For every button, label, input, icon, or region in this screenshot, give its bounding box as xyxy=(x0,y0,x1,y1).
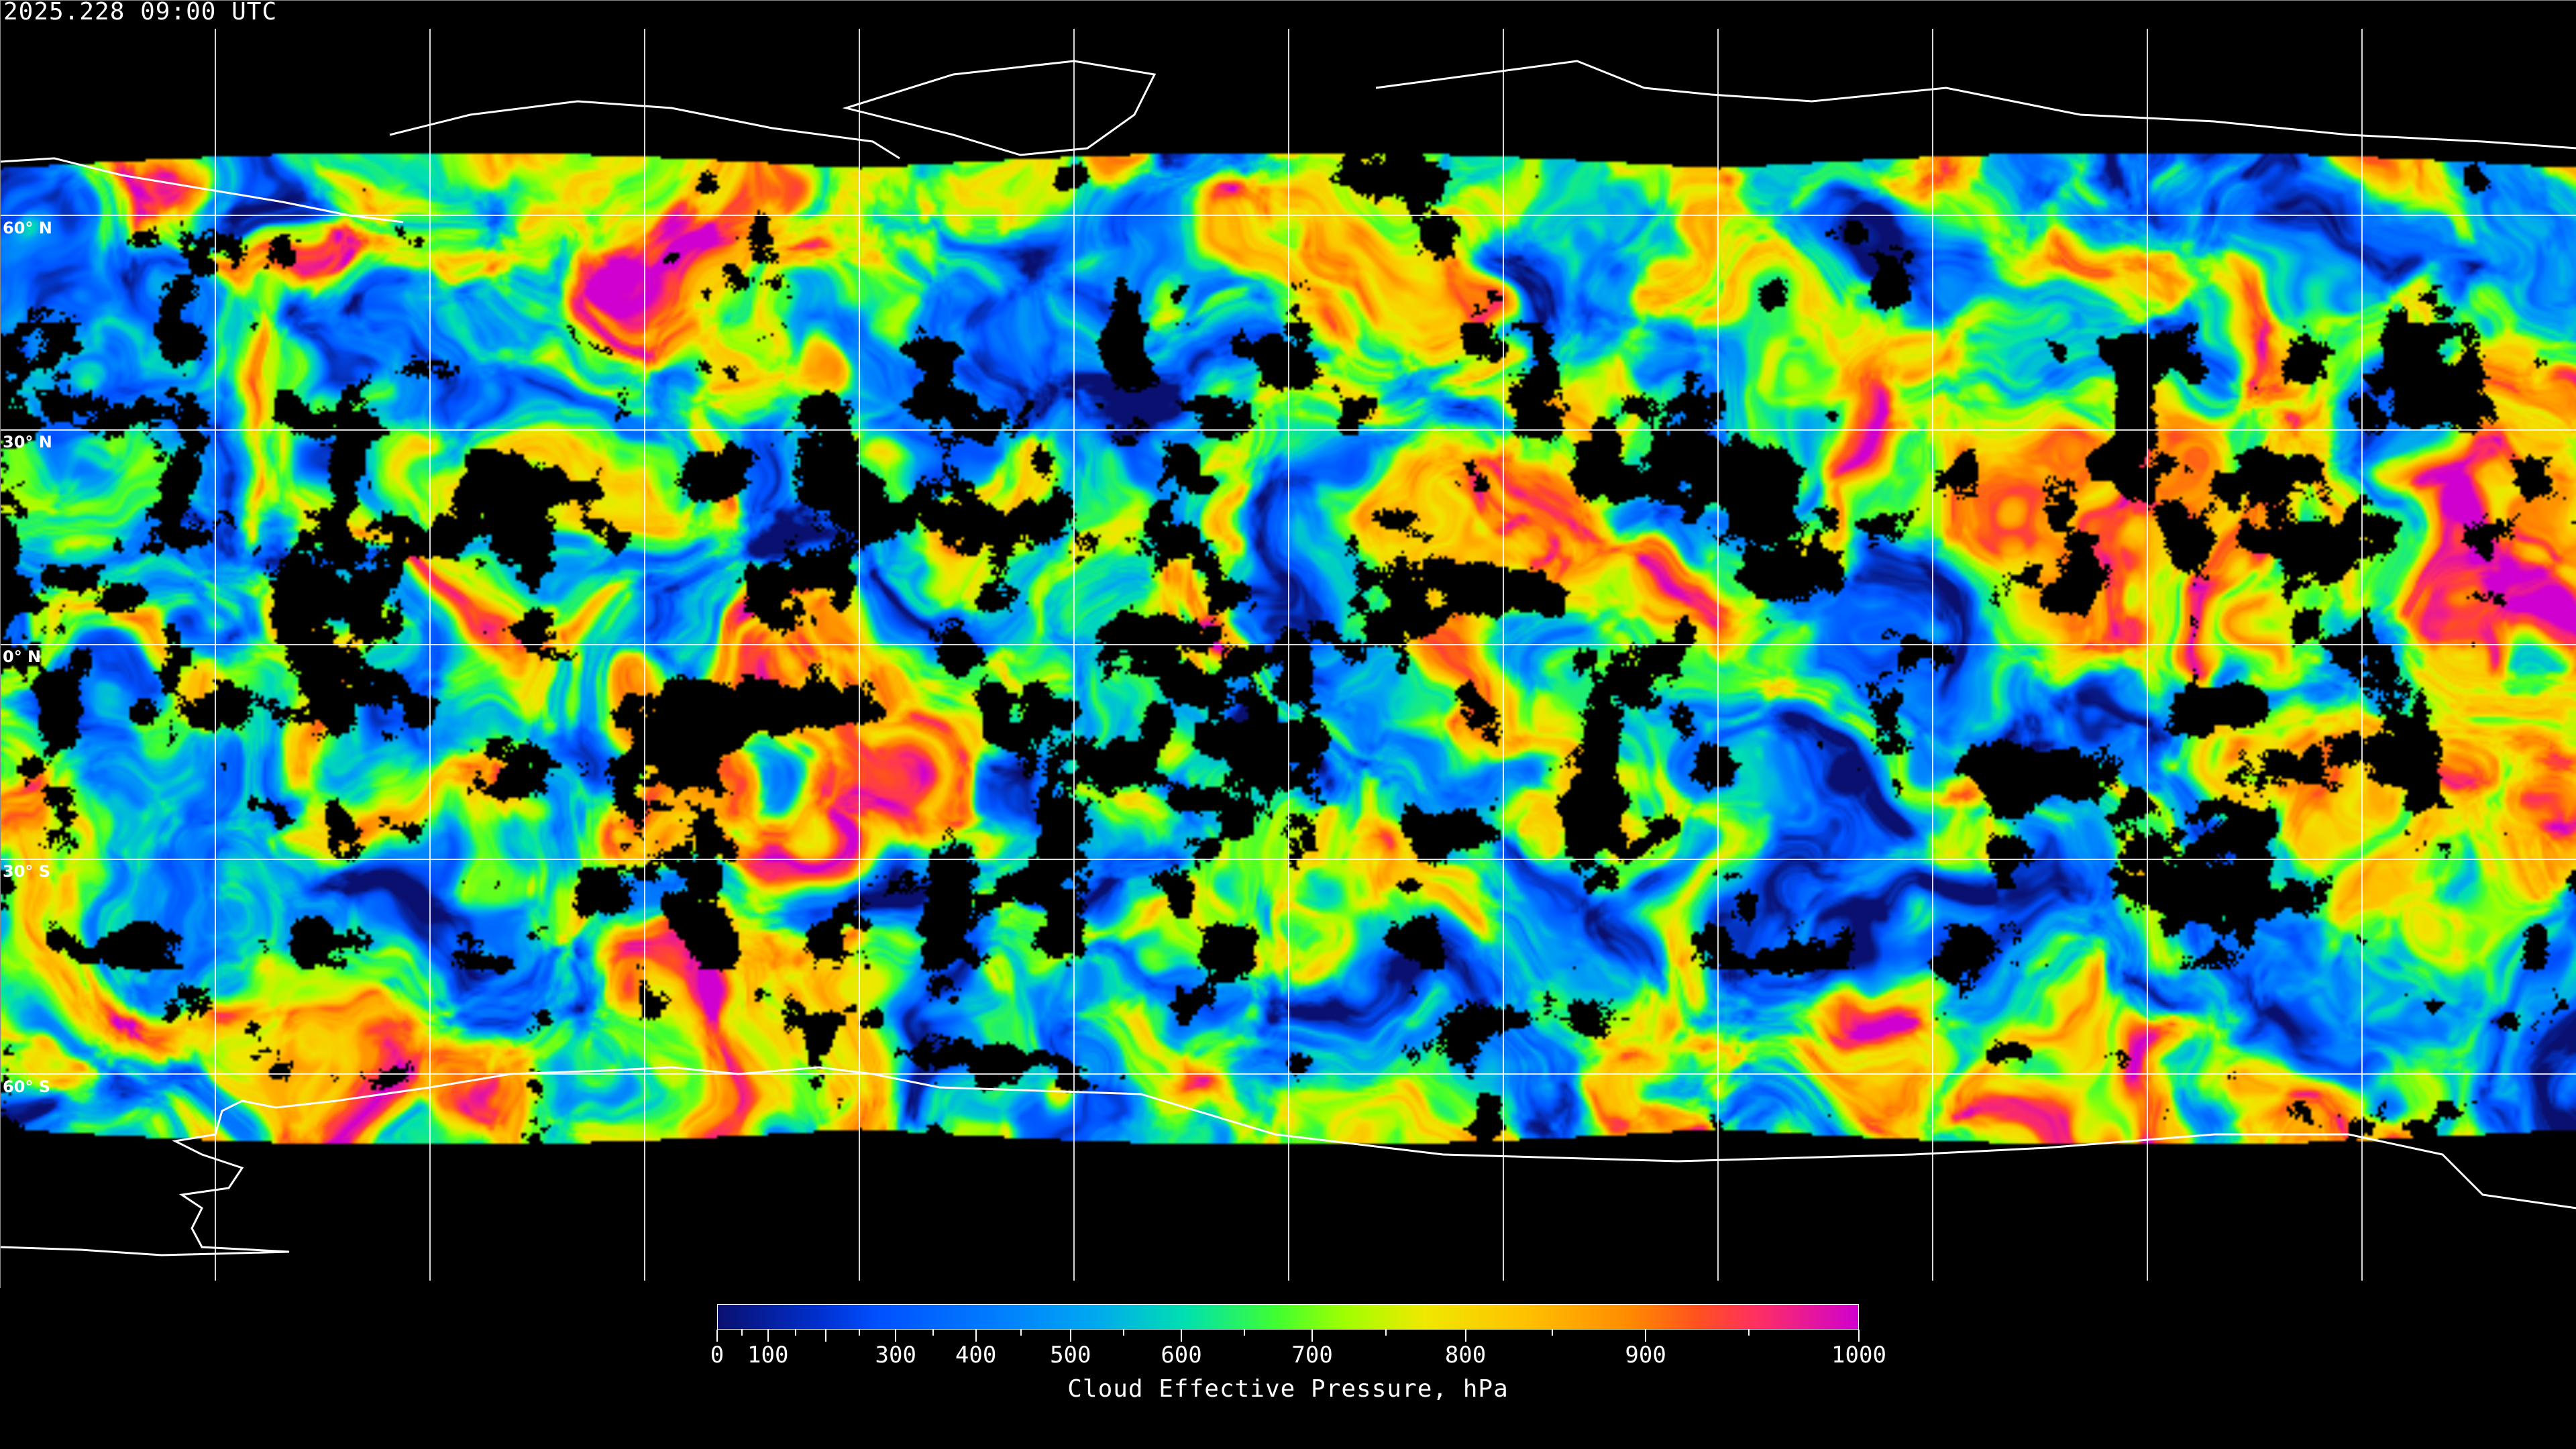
colorbar-tick xyxy=(1122,1330,1124,1336)
colorbar-tick xyxy=(1385,1330,1387,1336)
colorbar-tick xyxy=(975,1330,977,1342)
map-panel xyxy=(0,0,2576,1289)
colorbar-tick xyxy=(716,1330,718,1342)
colorbar-tick xyxy=(1244,1330,1246,1336)
coastline xyxy=(1,157,404,223)
lat-label-30s: 30° S xyxy=(3,862,51,881)
lat-label-30n: 30° N xyxy=(3,433,52,451)
colorbar-tick xyxy=(741,1330,743,1336)
colorbar-tick-label: 600 xyxy=(1161,1342,1202,1368)
colorbar-tick xyxy=(1181,1330,1183,1342)
colorbar-tick xyxy=(1464,1330,1466,1342)
lat-label-60s: 60° S xyxy=(3,1077,51,1096)
colorbar-tick xyxy=(1069,1330,1071,1342)
coastline xyxy=(842,60,1157,156)
colorbar-tick-label: 1000 xyxy=(1831,1342,1886,1368)
colorbar-tick-label: 300 xyxy=(875,1342,916,1368)
coastline xyxy=(510,1066,2576,1210)
lat-label-60n: 60° N xyxy=(3,219,52,237)
colorbar-tick-label: 900 xyxy=(1625,1342,1666,1368)
coastline xyxy=(1375,60,2576,150)
colorbar-tick xyxy=(1020,1330,1022,1336)
colorbar-tick-label: 0 xyxy=(710,1342,724,1368)
colorbar-tick-label: 400 xyxy=(955,1342,997,1368)
colorbar-tick xyxy=(859,1330,861,1336)
colorbar-tick-label: 100 xyxy=(747,1342,789,1368)
colorbar-tick xyxy=(895,1330,897,1342)
coastline xyxy=(1,1073,511,1256)
colorbar-tick xyxy=(795,1330,797,1336)
colorbar-tick-label: 500 xyxy=(1050,1342,1091,1368)
colorbar-tick-label: 800 xyxy=(1444,1342,1487,1368)
colorbar-tick xyxy=(1645,1330,1647,1342)
colorbar-tick xyxy=(932,1330,934,1336)
colorbar-tick-label: 700 xyxy=(1291,1342,1333,1368)
map-overlay xyxy=(1,29,2576,1281)
colorbar xyxy=(717,1304,1859,1330)
colorbar-tick xyxy=(1858,1330,1860,1342)
colorbar-tick xyxy=(1552,1330,1554,1336)
colorbar-tick xyxy=(1748,1330,1750,1336)
colorbar-tick xyxy=(1311,1330,1313,1342)
coastline xyxy=(389,100,900,160)
timestamp-title: 2025.228 09:00 UTC xyxy=(3,0,278,25)
colorbar-tick xyxy=(767,1330,769,1342)
colorbar-title: Cloud Effective Pressure, hPa xyxy=(1067,1375,1509,1403)
colorbar-tick xyxy=(824,1330,826,1342)
lat-label-0: 0° N xyxy=(3,647,42,666)
colorbar-ticks: 0 100 300 400 500 600 700 800 900 1000 xyxy=(710,1330,1886,1383)
